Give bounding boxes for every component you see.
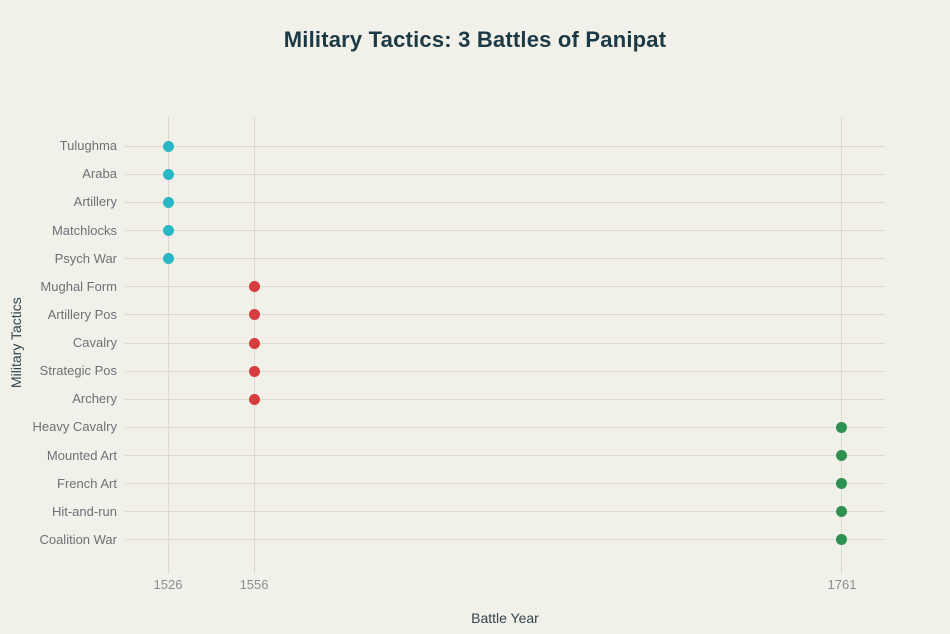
category-label: Araba <box>82 166 117 182</box>
category-label: Hit-and-run <box>51 503 117 519</box>
data-point <box>836 506 848 518</box>
h-gridline <box>125 145 885 147</box>
h-gridline <box>125 426 885 428</box>
v-gridline <box>841 117 843 574</box>
category-label: Mughal Form <box>40 278 117 294</box>
h-gridline <box>125 258 885 260</box>
h-gridline <box>125 483 885 485</box>
category-label: Psych War <box>54 250 117 266</box>
data-point <box>836 534 848 546</box>
h-gridline <box>125 370 885 372</box>
data-point <box>162 253 174 265</box>
x-tick-label: 1526 <box>153 577 183 592</box>
category-label: French Art <box>57 475 117 491</box>
data-point <box>248 365 260 377</box>
data-point <box>162 225 174 236</box>
data-point <box>248 337 260 349</box>
data-point <box>248 393 260 405</box>
x-tick-label: 1761 <box>827 577 857 592</box>
h-gridline <box>125 173 885 175</box>
h-gridline <box>125 398 885 400</box>
category-label: Heavy Cavalry <box>32 419 117 435</box>
category-label: Strategic Pos <box>39 363 117 379</box>
category-label: Cavalry <box>72 335 117 350</box>
h-gridline <box>125 342 885 344</box>
data-point <box>162 168 174 180</box>
h-gridline <box>125 511 885 513</box>
h-gridline <box>125 455 885 456</box>
category-label: Archery <box>72 391 117 407</box>
h-gridline <box>125 230 885 231</box>
data-point <box>836 421 848 433</box>
category-label: Artillery <box>73 194 117 210</box>
data-point <box>836 478 848 490</box>
data-point <box>162 196 174 208</box>
data-point <box>836 450 848 461</box>
h-gridline <box>125 201 885 203</box>
x-tick-label: 1556 <box>239 577 269 592</box>
category-label: Mounted Art <box>46 447 117 463</box>
h-gridline <box>125 286 885 288</box>
data-point <box>248 281 260 293</box>
h-gridline <box>125 314 885 316</box>
category-label: Coalition War <box>39 531 117 547</box>
category-label: Artillery Pos <box>47 306 117 322</box>
category-label: Matchlocks <box>51 222 117 238</box>
h-gridline <box>125 539 885 541</box>
data-point <box>248 309 260 321</box>
v-gridline <box>167 117 169 574</box>
category-label: Tulughma <box>59 138 117 154</box>
chart-title: Military Tactics: 3 Battles of Panipat <box>283 27 667 52</box>
data-point <box>162 140 174 152</box>
x-axis-title: Battle Year <box>471 610 539 626</box>
